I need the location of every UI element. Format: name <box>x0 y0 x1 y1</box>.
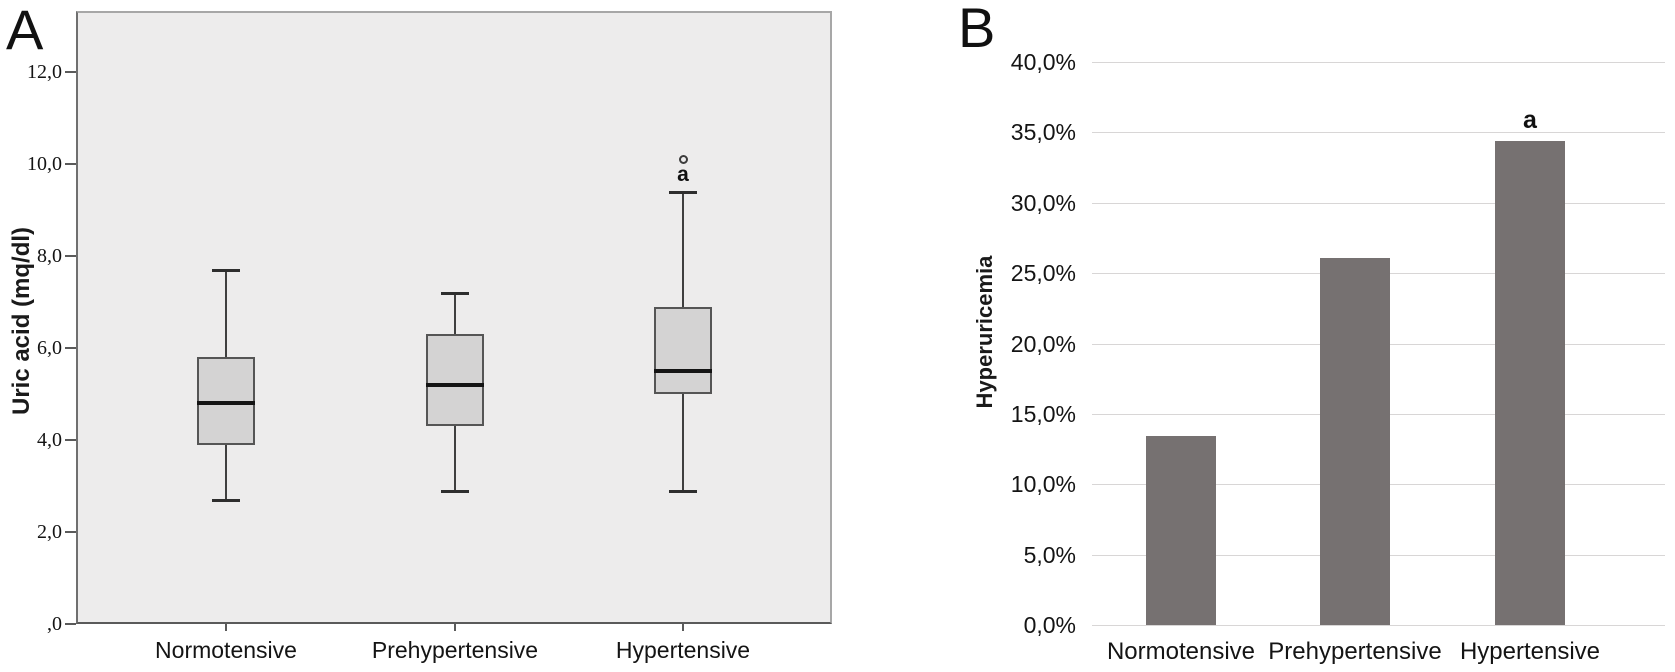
category-label-prehypertensive: Prehypertensive <box>371 637 539 663</box>
y-axis-tick-label-a: 2,0 <box>37 521 62 543</box>
y-axis-tick-label-b: 10,0% <box>1010 471 1076 498</box>
outlier-point <box>678 154 688 164</box>
box-prehypertensive <box>426 334 484 427</box>
y-axis-tick-label-a: 6,0 <box>37 337 62 359</box>
whisker-cap-bottom <box>441 489 469 493</box>
whisker-cap-top <box>441 291 469 295</box>
y-axis-tick-label-a: 10,0 <box>27 153 62 175</box>
y-axis-tick-label-a: ,0 <box>47 613 62 635</box>
y-axis-tick-mark-a <box>65 71 76 73</box>
y-axis-tick-label-a: 8,0 <box>37 245 62 267</box>
y-axis-tick-mark-a <box>65 439 76 441</box>
whisker-cap-top <box>669 190 697 194</box>
x-axis-tick-mark-a <box>682 623 684 631</box>
y-axis-tick-mark-a <box>65 623 76 625</box>
significance-annotation-a: a <box>677 162 689 186</box>
y-axis-tick-mark-a <box>65 531 76 533</box>
category-label-prehypertensive: Prehypertensive <box>1268 638 1442 665</box>
y-axis-tick-mark-a <box>65 163 76 165</box>
panel-a-label: A <box>6 0 44 61</box>
bar-prehypertensive <box>1320 257 1390 625</box>
whisker-cap-bottom <box>212 498 240 502</box>
y-axis-tick-label-b: 5,0% <box>1023 541 1076 568</box>
x-axis-tick-mark-a <box>225 623 227 631</box>
y-axis-tick-label-b: 30,0% <box>1010 189 1076 216</box>
x-axis-tick-mark-a <box>454 623 456 631</box>
box-hypertensive <box>654 306 712 394</box>
gridline <box>1092 625 1665 626</box>
y-axis-tick-label-b: 0,0% <box>1023 612 1076 638</box>
y-axis-tick-label-b: 35,0% <box>1010 119 1076 146</box>
box-normotensive <box>197 357 255 445</box>
y-axis-tick-label-b: 40,0% <box>1010 49 1076 75</box>
median-line <box>197 401 255 406</box>
whisker-cap-top <box>212 268 240 272</box>
category-label-normotensive: Normotensive <box>1106 638 1256 665</box>
panel-b-label: B <box>958 0 996 59</box>
y-axis-tick-mark-a <box>65 255 76 257</box>
bar-normotensive <box>1146 436 1216 625</box>
y-axis-tick-label-a: 12,0 <box>27 61 62 83</box>
category-label-normotensive: Normotensive <box>155 637 297 663</box>
y-axis-tick-label-b: 25,0% <box>1010 260 1076 287</box>
bar-hypertensive <box>1495 140 1565 625</box>
y-axis-tick-label-b: 15,0% <box>1010 400 1076 427</box>
gridline <box>1092 62 1665 63</box>
significance-annotation-a: a <box>1523 105 1537 134</box>
median-line <box>654 369 712 373</box>
category-label-hypertensive: Hypertensive <box>1459 638 1601 665</box>
gridline <box>1092 202 1665 204</box>
gridline <box>1092 132 1665 134</box>
y-axis-tick-label-a: 4,0 <box>37 429 62 451</box>
y-axis-tick-mark-a <box>65 347 76 349</box>
category-label-hypertensive: Hypertensive <box>615 637 751 663</box>
y-axis-title-uric-acid: Uric acid (mq/dl) <box>8 226 35 416</box>
y-axis-tick-label-b: 20,0% <box>1010 330 1076 357</box>
median-line <box>426 382 484 387</box>
whisker-cap-bottom <box>669 489 697 493</box>
